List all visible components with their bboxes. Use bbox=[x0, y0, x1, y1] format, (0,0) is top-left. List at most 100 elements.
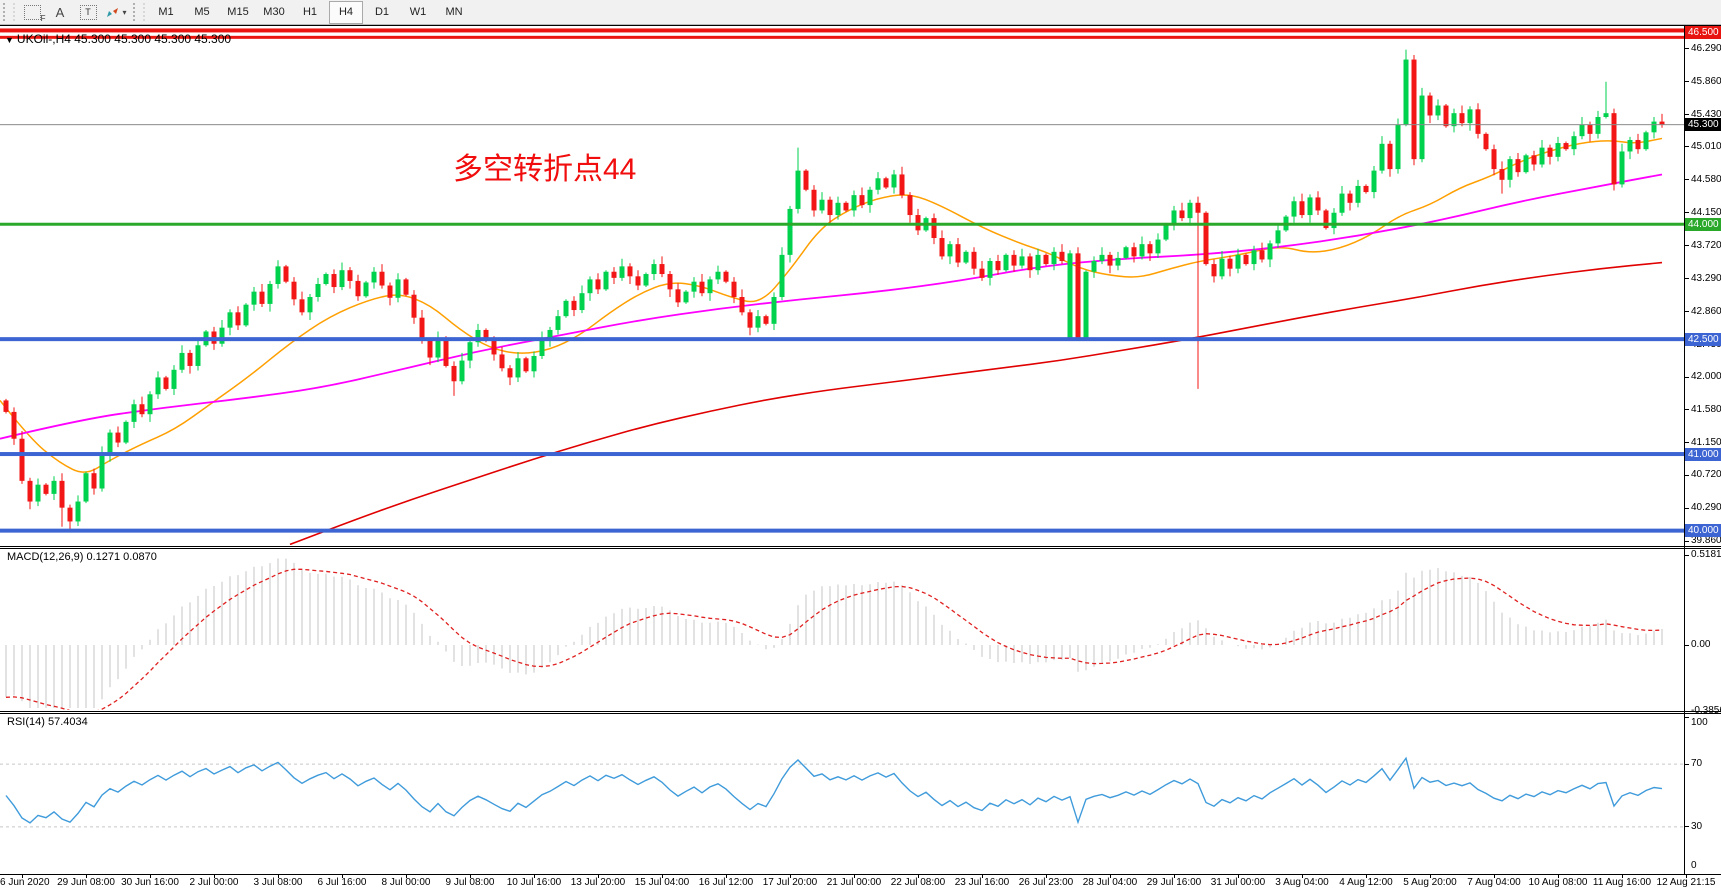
time-label: 3 Aug 04:00 bbox=[1275, 877, 1329, 888]
rsi-pane-bottom-border bbox=[0, 874, 1721, 875]
timeframe-button-m15[interactable]: M15 bbox=[227, 6, 249, 18]
macd-pane-bottom-border bbox=[0, 711, 1721, 712]
time-tick bbox=[1110, 875, 1111, 878]
macd-tick bbox=[1684, 554, 1689, 556]
time-tick bbox=[1494, 875, 1495, 878]
rsi-pane-canvas[interactable] bbox=[0, 714, 1684, 873]
timeframe-button-d1[interactable]: D1 bbox=[374, 6, 390, 18]
price-tick bbox=[1684, 81, 1689, 83]
time-label: 26 Jun 2020 bbox=[0, 877, 50, 888]
fast-ma-line bbox=[0, 137, 1663, 473]
time-tick bbox=[406, 875, 407, 878]
time-tick bbox=[1302, 875, 1303, 878]
resistance-upper-1[interactable] bbox=[0, 28, 1684, 33]
time-label: 11 Aug 16:00 bbox=[1592, 877, 1652, 888]
price-tick-label: 42.000 bbox=[1691, 371, 1721, 383]
level-40[interactable] bbox=[0, 528, 1684, 533]
price-tick-label: 41.150 bbox=[1691, 436, 1721, 448]
price-tick-label: 43.290 bbox=[1691, 272, 1721, 284]
time-tick bbox=[534, 875, 535, 878]
macd-axis-label: 0.5181 bbox=[1691, 549, 1721, 561]
rsi-axis-label: 70 bbox=[1691, 758, 1703, 770]
price-tick bbox=[1684, 48, 1689, 50]
time-label: 10 Aug 08:00 bbox=[1528, 877, 1588, 888]
macd-axis-label: -0.3856 bbox=[1691, 705, 1721, 716]
price-tick-label: 41.580 bbox=[1691, 403, 1721, 415]
level-41[interactable] bbox=[0, 452, 1684, 457]
time-tick bbox=[1174, 875, 1175, 878]
time-label: 26 Jul 23:00 bbox=[1018, 877, 1074, 888]
price-badge-44.000: 44.000 bbox=[1685, 217, 1721, 231]
text-label-icon: A bbox=[55, 4, 65, 20]
rsi-axis-label: 100 bbox=[1691, 717, 1708, 728]
time-tick bbox=[598, 875, 599, 878]
main-pane-bottom-border bbox=[0, 546, 1721, 547]
price-tick bbox=[1684, 474, 1689, 476]
price-tick bbox=[1684, 212, 1689, 214]
level-42-5[interactable] bbox=[0, 337, 1684, 342]
text-label-tool-button[interactable]: A bbox=[47, 1, 73, 24]
time-tick bbox=[86, 875, 87, 878]
price-tick bbox=[1684, 442, 1689, 444]
macd-axis-label: 0.00 bbox=[1691, 639, 1711, 650]
toolbar-grip-2[interactable] bbox=[133, 3, 145, 21]
time-label: 17 Jul 20:00 bbox=[762, 877, 818, 888]
time-tick bbox=[982, 875, 983, 878]
price-tick-label: 45.860 bbox=[1691, 75, 1721, 87]
candles-layer bbox=[3, 49, 1665, 531]
main-chart-canvas[interactable] bbox=[0, 26, 1684, 545]
cursor-arrows-icon bbox=[107, 7, 119, 17]
timeframe-button-m5[interactable]: M5 bbox=[194, 6, 210, 18]
timeframe-button-w1[interactable]: W1 bbox=[409, 6, 427, 18]
time-label: 31 Jul 00:00 bbox=[1210, 877, 1266, 888]
price-tick-label: 39.860 bbox=[1691, 535, 1721, 547]
price-tick-label: 44.150 bbox=[1691, 206, 1721, 218]
time-label: 2 Jul 00:00 bbox=[189, 877, 239, 888]
timeframe-button-h4[interactable]: H4 bbox=[329, 0, 363, 24]
rsi-tick bbox=[1684, 826, 1689, 828]
price-tick bbox=[1684, 114, 1689, 116]
price-tick-label: 40.720 bbox=[1691, 469, 1721, 481]
time-label: 12 Aug 21:15 bbox=[1656, 877, 1716, 888]
time-tick bbox=[918, 875, 919, 878]
time-label: 29 Jun 08:00 bbox=[57, 877, 115, 888]
time-label: 4 Aug 12:00 bbox=[1339, 877, 1393, 888]
toolbar-grip[interactable] bbox=[3, 3, 15, 21]
chevron-down-icon: ▾ bbox=[122, 7, 127, 17]
cursor-arrows-tool-button[interactable]: ▾ bbox=[103, 1, 129, 24]
collapse-triangle-icon[interactable]: ▼ bbox=[5, 35, 14, 45]
timeframe-button-m1[interactable]: M1 bbox=[158, 6, 174, 18]
time-tick bbox=[790, 875, 791, 878]
timeframe-button-m30[interactable]: M30 bbox=[263, 6, 285, 18]
price-badge-42.500: 42.500 bbox=[1685, 332, 1721, 346]
price-tick bbox=[1684, 409, 1689, 411]
level-44[interactable] bbox=[0, 222, 1684, 226]
price-tick-label: 45.010 bbox=[1691, 140, 1721, 152]
timeframe-button-h1[interactable]: H1 bbox=[302, 6, 318, 18]
time-tick bbox=[1366, 875, 1367, 878]
timeframe-button-mn[interactable]: MN bbox=[445, 6, 463, 18]
text-box-tool-button[interactable]: T bbox=[75, 1, 101, 24]
price-tick bbox=[1684, 376, 1689, 378]
time-tick bbox=[662, 875, 663, 878]
price-tick bbox=[1684, 311, 1689, 313]
time-tick bbox=[470, 875, 471, 878]
current-price-line[interactable] bbox=[0, 124, 1684, 126]
rsi-pane-top-border bbox=[0, 713, 1721, 714]
grid-fibo-icon: F bbox=[23, 4, 46, 23]
time-tick bbox=[1238, 875, 1239, 878]
time-tick bbox=[1686, 875, 1687, 878]
macd-pane-top-border bbox=[0, 548, 1721, 549]
rsi-axis-label: 30 bbox=[1691, 820, 1703, 832]
time-label: 8 Jul 00:00 bbox=[381, 877, 431, 888]
price-tick-label: 40.290 bbox=[1691, 502, 1721, 514]
time-tick bbox=[278, 875, 279, 878]
rsi-axis-label: 0 bbox=[1691, 860, 1697, 871]
resistance-upper-2[interactable] bbox=[0, 35, 1684, 39]
main-pane-top-border bbox=[0, 25, 1721, 26]
macd-pane-canvas[interactable] bbox=[0, 549, 1684, 710]
grid-fibo-tool-button[interactable]: F bbox=[19, 1, 46, 24]
time-label: 9 Jul 08:00 bbox=[445, 877, 495, 888]
time-tick bbox=[1046, 875, 1047, 878]
